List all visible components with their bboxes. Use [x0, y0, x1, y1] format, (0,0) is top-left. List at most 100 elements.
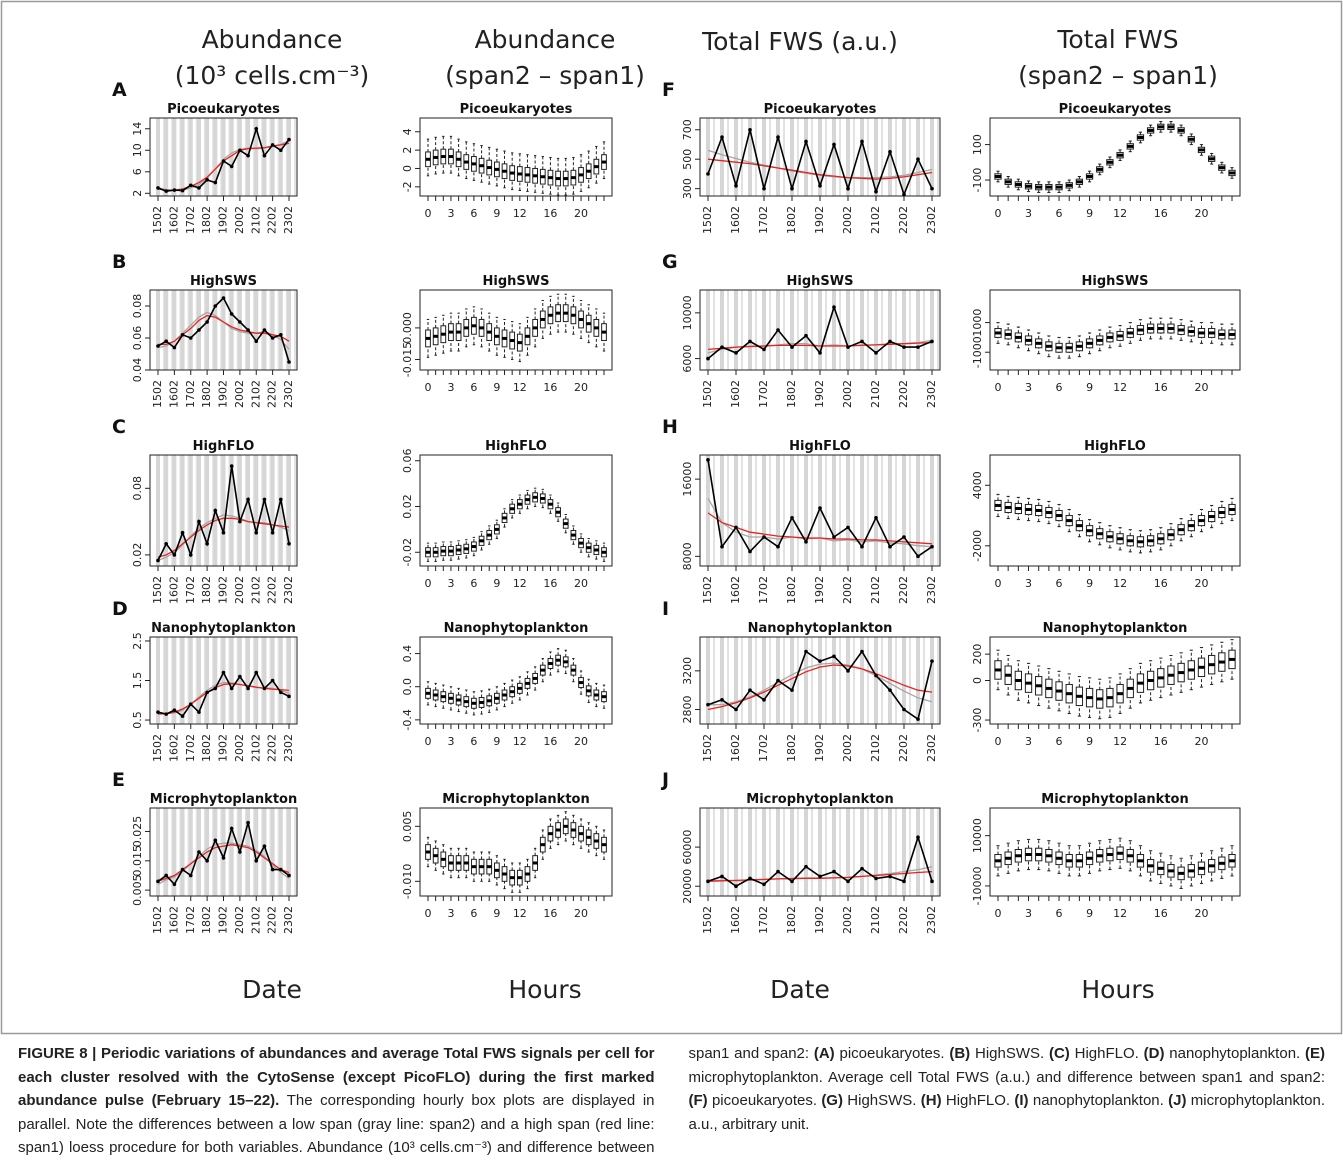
data-point — [156, 186, 160, 190]
panel-title: HighFLO — [789, 439, 851, 454]
night-band — [769, 290, 771, 370]
data-point — [238, 320, 242, 324]
column-header: Total FWS (a.u.) — [701, 27, 898, 56]
panel-title: Nanophytoplankton — [1043, 621, 1188, 636]
data-point — [748, 127, 752, 132]
night-band — [269, 808, 272, 896]
y-tick-label: -0.015 — [401, 342, 414, 377]
night-band — [244, 455, 247, 566]
data-point — [205, 859, 209, 863]
y-tick-label: 0.04 — [131, 358, 144, 383]
data-point — [748, 339, 752, 344]
y-tick-label: -2000 — [971, 530, 984, 562]
night-band — [741, 637, 743, 724]
night-band — [923, 455, 925, 566]
night-band — [287, 455, 291, 566]
x-tick-label: 2102 — [869, 576, 882, 604]
x-tick-label: 1502 — [701, 380, 714, 408]
y-tick-label: -1000 — [971, 336, 984, 368]
x-tick-label: 12 — [513, 381, 527, 394]
data-point — [188, 336, 193, 340]
data-point — [221, 530, 226, 535]
x-tick-label: 6 — [470, 577, 477, 590]
data-point — [246, 328, 250, 332]
data-point — [860, 544, 864, 549]
x-tick-label: 6 — [470, 381, 477, 394]
x-tick-label: 6 — [470, 735, 477, 748]
night-band — [867, 808, 869, 896]
night-band — [278, 455, 283, 566]
night-band — [867, 455, 869, 566]
night-band — [180, 808, 185, 896]
night-band — [902, 118, 906, 196]
panel: HighFLO -0.02 0.02 0.06 0 3 6 9 12 16 20 — [401, 439, 613, 590]
panel-title: Nanophytoplankton — [151, 621, 296, 636]
night-band — [832, 808, 836, 896]
x-tick-label: 16 — [543, 735, 557, 748]
night-band — [229, 637, 234, 724]
night-band — [270, 808, 275, 896]
data-point — [902, 879, 906, 884]
night-band — [797, 808, 799, 896]
data-point — [238, 674, 242, 679]
night-band — [797, 118, 799, 196]
series-line — [157, 514, 290, 562]
x-tick-label: 1602 — [729, 380, 742, 408]
x-tick-label: 9 — [1086, 735, 1093, 748]
night-band — [203, 808, 206, 896]
night-band — [294, 290, 296, 370]
night-band — [188, 118, 193, 196]
caption-run: picoeukaryotes. — [707, 1092, 822, 1109]
caption-run: (G) — [821, 1092, 843, 1109]
data-point — [748, 876, 752, 881]
night-band — [860, 290, 864, 370]
night-band — [262, 455, 267, 566]
data-point — [270, 530, 275, 535]
x-tick-label: 12 — [513, 735, 527, 748]
data-point — [860, 866, 864, 871]
night-band — [881, 637, 883, 724]
night-band — [180, 637, 185, 724]
night-band — [909, 637, 911, 724]
y-tick-label: 2 — [401, 147, 414, 154]
data-point — [164, 189, 168, 193]
x-axis-title: Date — [770, 975, 830, 1004]
data-point — [287, 542, 291, 546]
night-band — [902, 455, 906, 566]
data-point — [846, 186, 850, 191]
y-tick-label: 10000 — [681, 295, 694, 330]
data-point — [156, 879, 160, 884]
night-band — [172, 455, 177, 566]
data-point — [930, 339, 934, 344]
caption-run: HighSWS. — [970, 1045, 1049, 1062]
night-band — [825, 118, 827, 196]
night-band — [881, 118, 883, 196]
night-band — [790, 637, 794, 724]
panel-title: Picoeukaryotes — [1059, 102, 1172, 117]
data-point — [874, 351, 878, 355]
caption-run: FIGURE 8 | Periodic variations of abunda… — [18, 1045, 655, 1109]
data-point — [221, 670, 226, 675]
night-band — [163, 637, 165, 724]
x-tick-label: 1502 — [151, 380, 164, 408]
x-tick-label: 2202 — [897, 906, 910, 934]
data-point — [720, 135, 724, 139]
night-band — [888, 455, 892, 566]
x-tick-label: 2302 — [925, 906, 938, 934]
y-tick-label: 60000 — [681, 830, 694, 865]
panel: Microphytoplankton -0.010 0.005 0 3 6 9 12 16 20 — [401, 792, 613, 920]
x-tick-label: 16 — [543, 207, 557, 220]
x-tick-label: 2002 — [233, 734, 246, 762]
column-header: Total FWS — [1056, 25, 1178, 54]
night-band — [262, 637, 267, 724]
caption-run: (J) — [1168, 1092, 1187, 1109]
x-tick-label: 16 — [543, 381, 557, 394]
night-band — [212, 290, 215, 370]
night-band — [748, 290, 752, 370]
night-band — [171, 637, 174, 724]
data-point — [279, 333, 283, 337]
night-band — [895, 290, 897, 370]
night-band — [254, 118, 259, 196]
night-band — [180, 455, 185, 566]
